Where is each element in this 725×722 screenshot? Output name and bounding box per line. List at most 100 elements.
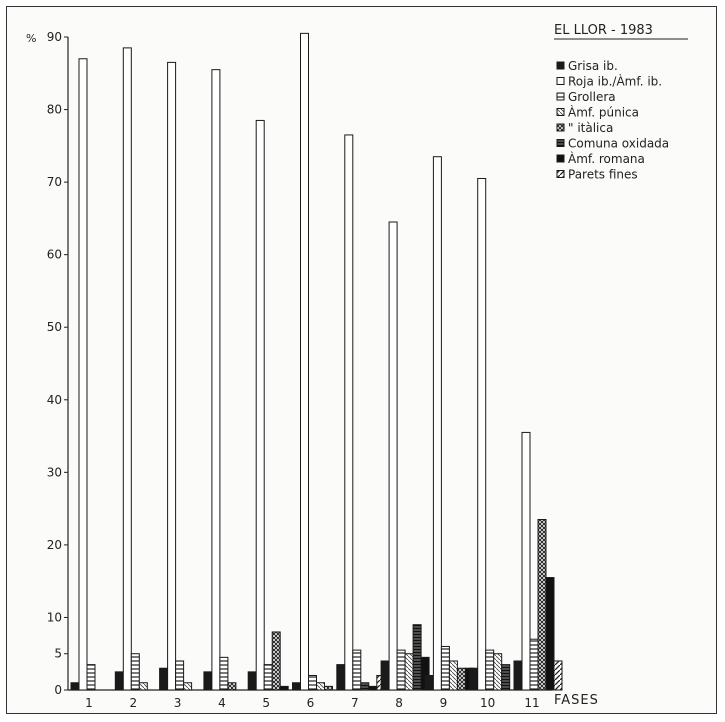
bar-hlines-fase-9 [440,645,450,691]
bar-diag-fase-11 [553,660,563,691]
legend-item: " itàlica [556,121,613,135]
y-tick-label: 0 [54,683,62,697]
bar-hatch-light-fase-6 [316,682,325,691]
legend-item: Comuna oxidada [556,137,669,151]
legend-swatch [556,77,565,85]
legend-swatch [556,123,565,132]
bar-solid-fase-1 [70,682,80,691]
x-tick-label: 9 [440,696,448,710]
bar-solid-dark-fase-7 [368,685,378,691]
y-axis-unit-label: % [26,32,36,45]
legend-item: Àmf. romana [556,151,645,166]
legend-item: Parets fines [556,168,638,182]
bar-group-fase-3 [159,61,193,691]
bar-hatch-light-fase-8 [404,653,414,691]
bar-solid-dark-fase-11 [545,577,555,691]
legend-label: Àmf. romana [568,151,645,166]
legend-swatch [556,92,565,101]
legend-item: Roja ib./Àmf. ib. [556,74,662,89]
bar-hlines-fase-10 [485,649,495,691]
legend-label: Grisa ib. [568,59,618,73]
bar-dense-fase-10 [501,664,511,691]
legend-swatch [556,154,565,163]
bar-solid-fase-5 [247,671,257,691]
x-tick-label: 10 [480,696,495,710]
legend-swatch [556,139,565,147]
bar-group-fase-10 [469,177,511,691]
x-tick-label: 2 [129,696,137,710]
bar-group-fase-2 [114,47,148,691]
bar-solid-fase-7 [336,664,346,691]
bar-hlines-fase-6 [308,674,317,691]
y-tick-label: 50 [47,320,62,334]
bar-solid-fase-10 [469,667,479,691]
bar-group-fase-11 [513,431,563,691]
bar-hatch-light-fase-3 [183,682,193,691]
bar-open-fase-1 [78,58,88,691]
y-tick-label: 30 [47,465,62,479]
bar-solid-fase-3 [159,667,169,691]
bar-solid-dark-fase-5 [279,685,289,691]
y-tick-label: 80 [47,103,62,117]
legend-label: Grollera [568,90,616,104]
bar-open-fase-8 [388,221,398,691]
bar-open-fase-10 [477,177,487,691]
bar-crosshatch-fase-9 [456,667,466,691]
legend-item: Grisa ib. [556,59,618,73]
x-tick-label: 1 [85,696,93,710]
bar-group-fase-5 [247,119,289,691]
legend-label: " itàlica [568,121,613,135]
bar-hlines-fase-7 [352,649,362,691]
bar-open-fase-5 [255,119,265,691]
bar-open-fase-4 [211,69,221,691]
bar-solid-fase-8 [380,660,390,691]
bar-group-fase-1 [70,58,96,691]
bar-hlines-fase-4 [219,656,229,691]
bar-open-fase-11 [521,431,531,691]
legend-swatch [556,108,565,116]
bar-group-fase-6 [292,32,333,691]
bar-solid-fase-2 [114,671,124,691]
bar-dense-fase-7 [360,682,370,691]
axes: 0 5 10 20 30 40 50 60 70 80 90 [47,30,552,697]
bar-open-fase-7 [344,134,354,691]
x-tick-label: 6 [307,696,315,710]
bar-hlines-fase-1 [86,664,96,691]
x-tick-label: 4 [218,696,226,710]
bar-crosshatch-fase-4 [227,682,237,691]
legend-swatch [556,170,565,178]
bar-hlines-fase-11 [529,638,539,691]
legend-label: Comuna oxidada [568,137,669,151]
y-tick-label: 60 [47,248,62,262]
x-tick-label: 5 [262,696,270,710]
bar-open-fase-3 [167,61,177,691]
legend-item: Grollera [556,90,616,104]
y-tick-label: 70 [47,175,62,189]
bar-hatch-light-fase-2 [138,682,148,691]
legend-swatch [556,61,565,70]
bar-hatch-light-fase-9 [448,660,458,691]
bar-hlines-fase-3 [175,660,185,691]
bar-crosshatch-fase-6 [324,685,333,691]
bar-crosshatch-fase-11 [537,518,547,691]
bar-crosshatch-fase-5 [271,631,281,691]
bar-solid-fase-11 [513,660,523,691]
x-tick-label: 3 [174,696,182,710]
bar-group-fase-9 [424,156,474,691]
y-tick-label: 20 [47,538,62,552]
y-tick-label: 40 [47,393,62,407]
chart-title: EL LLOR - 1983 [554,23,653,38]
y-tick-label: 5 [54,647,62,661]
bar-hlines-fase-5 [263,664,273,691]
legend-label: Roja ib./Àmf. ib. [568,74,662,89]
y-tick-label: 10 [47,610,62,624]
bar-group-fase-7 [336,134,386,691]
x-tick-label: 11 [524,696,539,710]
legend-label: Parets fines [568,168,638,182]
bars: 1 2 3 4 5 6 7 8 9 10 11 [70,32,563,710]
bar-solid-fase-4 [203,671,213,691]
bar-hlines-fase-8 [396,649,406,691]
bar-group-fase-8 [380,221,430,691]
